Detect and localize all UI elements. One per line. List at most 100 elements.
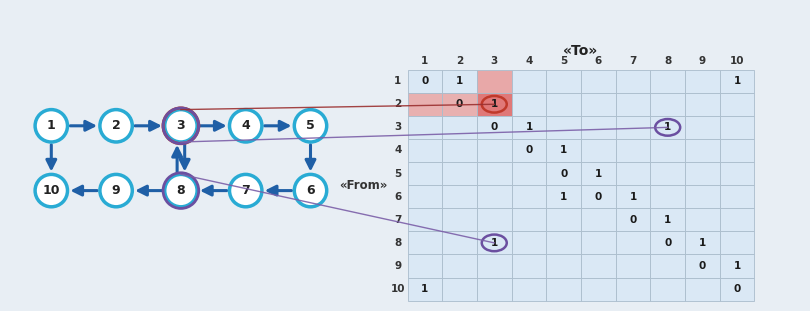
Bar	[685, 185, 720, 208]
Circle shape	[229, 174, 262, 207]
Text: 1: 1	[456, 76, 463, 86]
Bar	[720, 116, 754, 139]
Text: 1: 1	[421, 56, 428, 66]
Bar	[512, 277, 546, 301]
Bar	[546, 70, 581, 93]
Text: 0: 0	[456, 99, 463, 109]
Bar	[512, 139, 546, 162]
Bar	[616, 254, 650, 277]
Bar	[546, 277, 581, 301]
Bar	[407, 70, 442, 93]
Bar	[546, 116, 581, 139]
Bar	[512, 231, 546, 254]
Bar	[581, 231, 616, 254]
Text: 4: 4	[394, 146, 402, 156]
Bar	[477, 162, 512, 185]
Bar	[512, 70, 546, 93]
Bar	[581, 139, 616, 162]
Text: 4: 4	[525, 56, 533, 66]
Bar	[685, 162, 720, 185]
Bar	[512, 93, 546, 116]
Bar	[477, 139, 512, 162]
Bar	[407, 277, 442, 301]
Text: 10: 10	[390, 284, 405, 294]
Text: 10: 10	[730, 56, 744, 66]
Text: 1: 1	[664, 122, 671, 132]
Text: 5: 5	[306, 119, 315, 132]
Bar	[720, 277, 754, 301]
Bar	[546, 139, 581, 162]
Text: 9: 9	[394, 261, 401, 271]
Text: 3: 3	[491, 56, 498, 66]
Circle shape	[100, 109, 132, 142]
Text: 6: 6	[394, 192, 402, 202]
Bar	[650, 185, 685, 208]
Text: 6: 6	[306, 184, 315, 197]
Bar	[512, 208, 546, 231]
Text: 0: 0	[733, 284, 740, 294]
Text: «To»: «To»	[563, 44, 599, 58]
Text: «From»: «From»	[339, 179, 387, 192]
Bar	[477, 254, 512, 277]
Text: 3: 3	[394, 122, 402, 132]
Bar	[442, 93, 477, 116]
Bar	[407, 116, 442, 139]
Circle shape	[100, 174, 132, 207]
Text: 1: 1	[733, 76, 740, 86]
Bar	[442, 116, 477, 139]
Text: 5: 5	[394, 169, 402, 179]
Bar	[477, 116, 512, 139]
Bar	[616, 208, 650, 231]
Bar	[685, 231, 720, 254]
Bar	[407, 208, 442, 231]
Bar	[581, 185, 616, 208]
Bar	[650, 208, 685, 231]
Text: 1: 1	[560, 192, 567, 202]
Bar	[616, 231, 650, 254]
Bar	[685, 70, 720, 93]
Text: 1: 1	[421, 284, 428, 294]
Bar	[720, 162, 754, 185]
Bar	[616, 116, 650, 139]
Bar	[616, 70, 650, 93]
Circle shape	[164, 109, 197, 142]
Text: 1: 1	[491, 238, 498, 248]
Text: 0: 0	[595, 192, 602, 202]
Bar	[685, 93, 720, 116]
Bar	[581, 70, 616, 93]
Text: 1: 1	[394, 76, 402, 86]
Circle shape	[164, 174, 197, 207]
Circle shape	[294, 174, 326, 207]
Bar	[442, 254, 477, 277]
Text: 1: 1	[664, 215, 671, 225]
Bar	[581, 93, 616, 116]
Bar	[407, 162, 442, 185]
Bar	[685, 116, 720, 139]
Text: 0: 0	[526, 146, 532, 156]
Bar	[546, 208, 581, 231]
Bar	[581, 254, 616, 277]
Text: 3: 3	[177, 119, 185, 132]
Bar	[477, 277, 512, 301]
Bar	[616, 277, 650, 301]
Text: 1: 1	[47, 119, 56, 132]
Text: 1: 1	[526, 122, 532, 132]
Bar	[407, 254, 442, 277]
Bar	[546, 231, 581, 254]
Bar	[546, 185, 581, 208]
Circle shape	[229, 109, 262, 142]
Bar	[650, 70, 685, 93]
Bar	[685, 254, 720, 277]
Bar	[616, 162, 650, 185]
Text: 7: 7	[394, 215, 402, 225]
Bar	[407, 139, 442, 162]
Bar	[512, 162, 546, 185]
Text: 1: 1	[491, 99, 498, 109]
Text: 2: 2	[394, 99, 402, 109]
Text: 4: 4	[241, 119, 250, 132]
Bar	[442, 185, 477, 208]
Bar	[685, 277, 720, 301]
Bar	[477, 208, 512, 231]
Bar	[650, 93, 685, 116]
Text: 8: 8	[664, 56, 671, 66]
